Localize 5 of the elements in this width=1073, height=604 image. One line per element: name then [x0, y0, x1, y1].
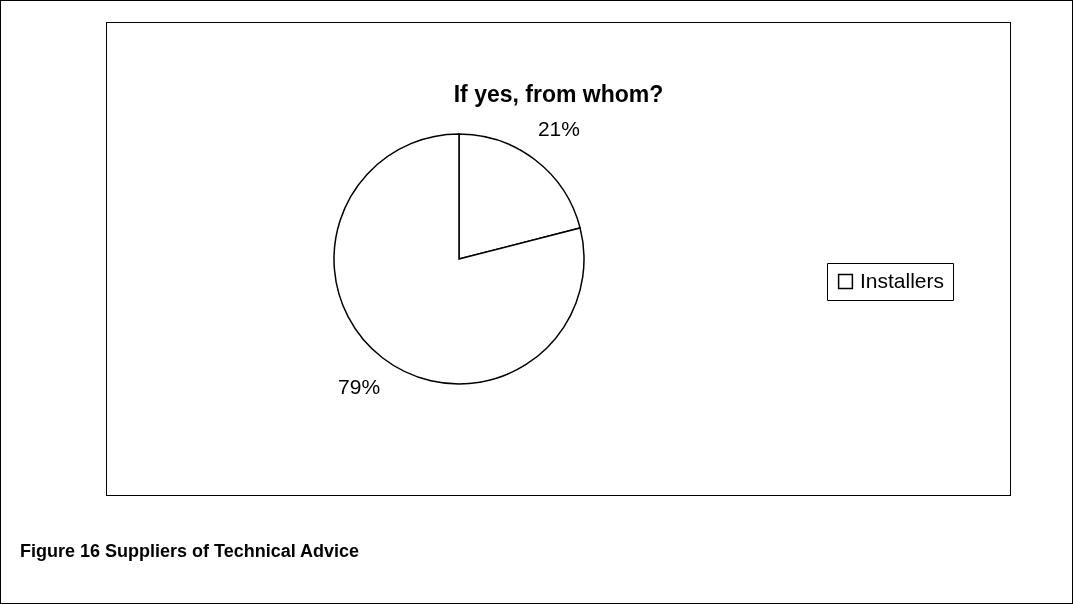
data-label: 79%	[338, 374, 381, 398]
caption: Figure 16 Suppliers of Technical Advice	[20, 541, 360, 562]
chart-title: If yes, from whom?	[453, 81, 664, 108]
legend-label: Installers	[860, 268, 945, 292]
data-label: 21%	[537, 117, 580, 141]
